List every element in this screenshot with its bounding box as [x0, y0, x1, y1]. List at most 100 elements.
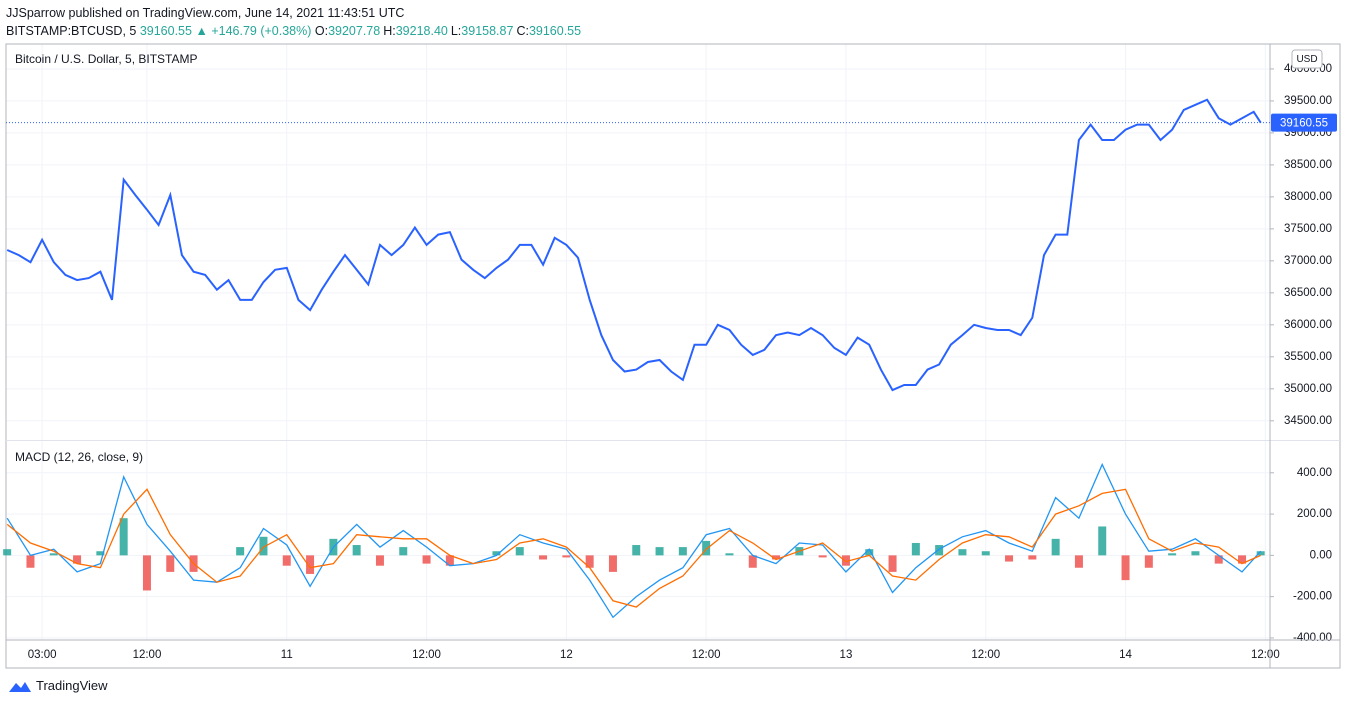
macd-line	[6, 488, 1261, 608]
ohlc-label: O:	[314, 24, 329, 38]
symbol: BITSTAMP:BTCUSD, 5	[6, 24, 137, 38]
histogram-bar	[1191, 551, 1200, 556]
last: 39160.55	[139, 24, 192, 38]
x-tick-label: 12:00	[133, 649, 162, 661]
histogram-bar	[492, 551, 501, 556]
ohlc-label: L:	[450, 24, 462, 38]
unit-label: USD	[1296, 54, 1317, 65]
y-tick-label: -200.00	[1293, 591, 1332, 603]
histogram-bar	[1256, 551, 1265, 556]
byline: JJSparrow published on TradingView.com, …	[6, 6, 405, 20]
histogram-bar	[142, 555, 151, 591]
y-tick-label: 36000.00	[1284, 319, 1332, 331]
histogram-bar	[841, 555, 850, 566]
x-tick-label: 12	[560, 649, 573, 661]
x-tick-label: 03:00	[28, 649, 57, 661]
histogram-bar	[422, 555, 431, 564]
histogram-bar	[306, 555, 315, 574]
ohlc-value: 39218.40	[395, 24, 448, 38]
unit-box	[1291, 49, 1323, 69]
histogram-bar	[818, 555, 827, 558]
y-tick-label: 200.00	[1297, 508, 1332, 520]
y-tick-label: 38500.00	[1284, 159, 1332, 171]
y-tick-label: 36500.00	[1284, 287, 1332, 299]
histogram-bar	[1121, 555, 1130, 581]
histogram-bar	[748, 555, 757, 568]
histogram-bar	[515, 547, 524, 556]
histogram-bar	[73, 555, 82, 564]
histogram-bar	[958, 549, 967, 556]
ohlc-label: C:	[516, 24, 529, 38]
histogram-bar	[702, 540, 711, 556]
histogram-bar	[539, 555, 548, 560]
histogram-bar	[49, 553, 58, 556]
histogram-bar	[935, 545, 944, 556]
x-tick-label: 12:00	[412, 649, 441, 661]
histogram-bar	[1144, 555, 1153, 568]
histogram-bar	[1098, 526, 1107, 556]
histogram-bar	[608, 555, 617, 572]
x-tick-label: 12:00	[971, 649, 1000, 661]
histogram-bar	[772, 555, 781, 560]
histogram-bar	[1238, 555, 1247, 564]
y-tick-label: 37000.00	[1284, 255, 1332, 267]
histogram-bar	[678, 547, 687, 556]
last-price-label: 39160.55	[1280, 118, 1328, 130]
ohlc-value: 39207.78	[328, 24, 381, 38]
histogram-bar	[725, 553, 734, 556]
y-tick-label: 34500.00	[1284, 415, 1332, 427]
histogram-bar	[166, 555, 175, 572]
price-line	[6, 98, 1262, 392]
logo	[9, 681, 31, 692]
histogram-bar	[1051, 538, 1060, 556]
histogram-bar	[1214, 555, 1223, 564]
histogram-bar	[1028, 555, 1037, 560]
y-tick-label: -400.00	[1293, 632, 1332, 644]
change: +146.79 (+0.38%)	[211, 24, 312, 38]
histogram-bar	[911, 542, 920, 556]
ohlc-label: H:	[383, 24, 396, 38]
pane-title: Bitcoin / U.S. Dollar, 5, BITSTAMP	[15, 52, 198, 66]
last-price-box	[1271, 113, 1337, 132]
frame	[5, 43, 1341, 669]
histogram-bar	[562, 555, 571, 558]
ohlc-value: 39160.55	[528, 24, 582, 38]
y-tick-label: 0.00	[1310, 549, 1332, 561]
histogram-bar	[119, 518, 128, 556]
histogram-bar	[632, 545, 641, 556]
histogram-bar	[236, 547, 245, 556]
y-tick-label: 39500.00	[1284, 95, 1332, 107]
histogram-bar	[352, 545, 361, 556]
histogram-bar	[1074, 555, 1083, 568]
histogram-bar	[585, 555, 594, 568]
x-tick-label: 13	[840, 649, 853, 661]
y-tick-label: 37500.00	[1284, 223, 1332, 235]
x-tick-label: 11	[281, 649, 293, 661]
arrow: ▲	[195, 24, 208, 38]
y-tick-label: 35500.00	[1284, 351, 1332, 363]
histogram-bar	[655, 547, 664, 556]
ohlc-value: 39158.87	[461, 24, 514, 38]
histogram-bar	[3, 549, 12, 556]
histogram-bar	[282, 555, 291, 566]
y-tick-label: 400.00	[1297, 467, 1332, 479]
histogram-bar	[399, 547, 408, 556]
x-tick-label: 12:00	[1251, 649, 1280, 661]
pane-title: MACD (12, 26, close, 9)	[15, 450, 143, 464]
histogram-bar	[445, 555, 454, 566]
x-tick-label: 14	[1119, 649, 1132, 661]
histogram-bar	[1005, 555, 1014, 562]
histogram-bar	[1168, 553, 1177, 556]
brand: TradingView	[36, 678, 108, 693]
y-tick-label: 38000.00	[1284, 191, 1332, 203]
footer: TradingView	[8, 678, 108, 693]
quote: BITSTAMP:BTCUSD, 5 39160.55 ▲ +146.79 (+…	[6, 22, 584, 40]
histogram-bar	[26, 555, 35, 568]
histogram-bar	[259, 536, 268, 556]
histogram-bar	[96, 551, 105, 556]
histogram-bar	[375, 555, 384, 566]
histogram-bar	[981, 551, 990, 556]
x-tick-label: 12:00	[692, 649, 721, 661]
